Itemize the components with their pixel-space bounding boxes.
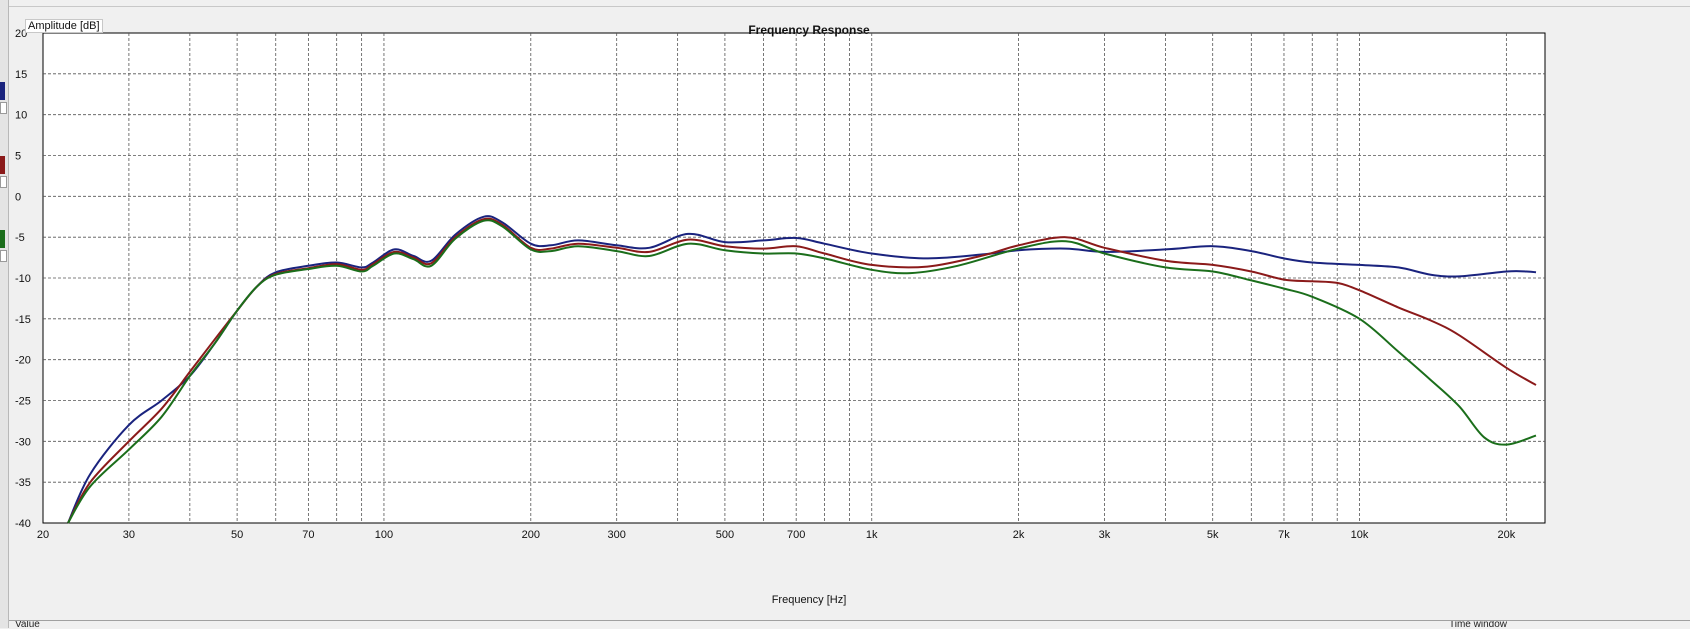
series-layer <box>67 215 1537 524</box>
trace-color-swatch-1[interactable] <box>0 82 5 100</box>
grid <box>43 33 1545 523</box>
y-tick-label: -5 <box>15 232 25 244</box>
x-tick-label: 100 <box>375 529 393 541</box>
trace-toggle-1[interactable] <box>0 102 7 114</box>
x-tick-label: 70 <box>302 529 314 541</box>
value-label: Value <box>15 620 40 629</box>
y-tick-label: -10 <box>15 273 31 285</box>
x-tick-label: 1k <box>866 529 878 541</box>
y-tick-label: 10 <box>15 110 27 122</box>
trace-selector-strip <box>0 0 9 628</box>
plot-panel: 20 15 10 5 0 -5 -10 -15 -20 -25 -30 -35 -40 20 30 50 70… <box>9 6 1690 621</box>
x-tick-label: 2k <box>1013 529 1025 541</box>
trace-color-swatch-2[interactable] <box>0 156 5 174</box>
y-tick-label: -15 <box>15 314 31 326</box>
x-tick-label: 50 <box>231 529 243 541</box>
x-tick-label: 20k <box>1498 529 1516 541</box>
x-tick-label: 200 <box>522 529 540 541</box>
y-tick-label: -30 <box>15 436 31 448</box>
x-tick-label: 10k <box>1351 529 1369 541</box>
x-tick-label: 300 <box>608 529 626 541</box>
y-tick-label: -35 <box>15 477 31 489</box>
x-axis-ticks: 20 30 50 70 100 200 300 500 700 1k 2k 3k 5k 7k 10k 20k <box>37 529 1516 541</box>
y-axis-title: Amplitude [dB] <box>25 19 103 33</box>
y-tick-label: -20 <box>15 355 31 367</box>
y-tick-label: 0 <box>15 191 21 203</box>
x-tick-label: 5k <box>1207 529 1219 541</box>
y-tick-label: 5 <box>15 151 21 163</box>
x-tick-label: 700 <box>787 529 805 541</box>
trace-color-swatch-3[interactable] <box>0 230 5 248</box>
y-tick-label: 20 <box>15 28 27 40</box>
x-tick-label: 30 <box>123 529 135 541</box>
y-axis-ticks: 20 15 10 5 0 -5 -10 -15 -20 -25 -30 -35 -40 <box>15 28 31 530</box>
y-tick-label: -40 <box>15 518 31 530</box>
x-tick-label: 3k <box>1099 529 1111 541</box>
x-tick-label: 500 <box>716 529 734 541</box>
x-axis-title: Frequency [Hz] <box>771 594 847 606</box>
chart-title: Frequency Response <box>748 23 870 37</box>
x-tick-label: 20 <box>37 529 49 541</box>
y-tick-label: -25 <box>15 396 31 408</box>
status-bar: Value Time window <box>9 620 1690 629</box>
trace-toggle-2[interactable] <box>0 176 7 188</box>
y-tick-label: 15 <box>15 69 27 81</box>
x-tick-label: 7k <box>1278 529 1290 541</box>
trace-toggle-3[interactable] <box>0 250 7 262</box>
series-line-3 <box>67 219 1537 524</box>
time-window-label: Time window <box>1449 620 1507 629</box>
